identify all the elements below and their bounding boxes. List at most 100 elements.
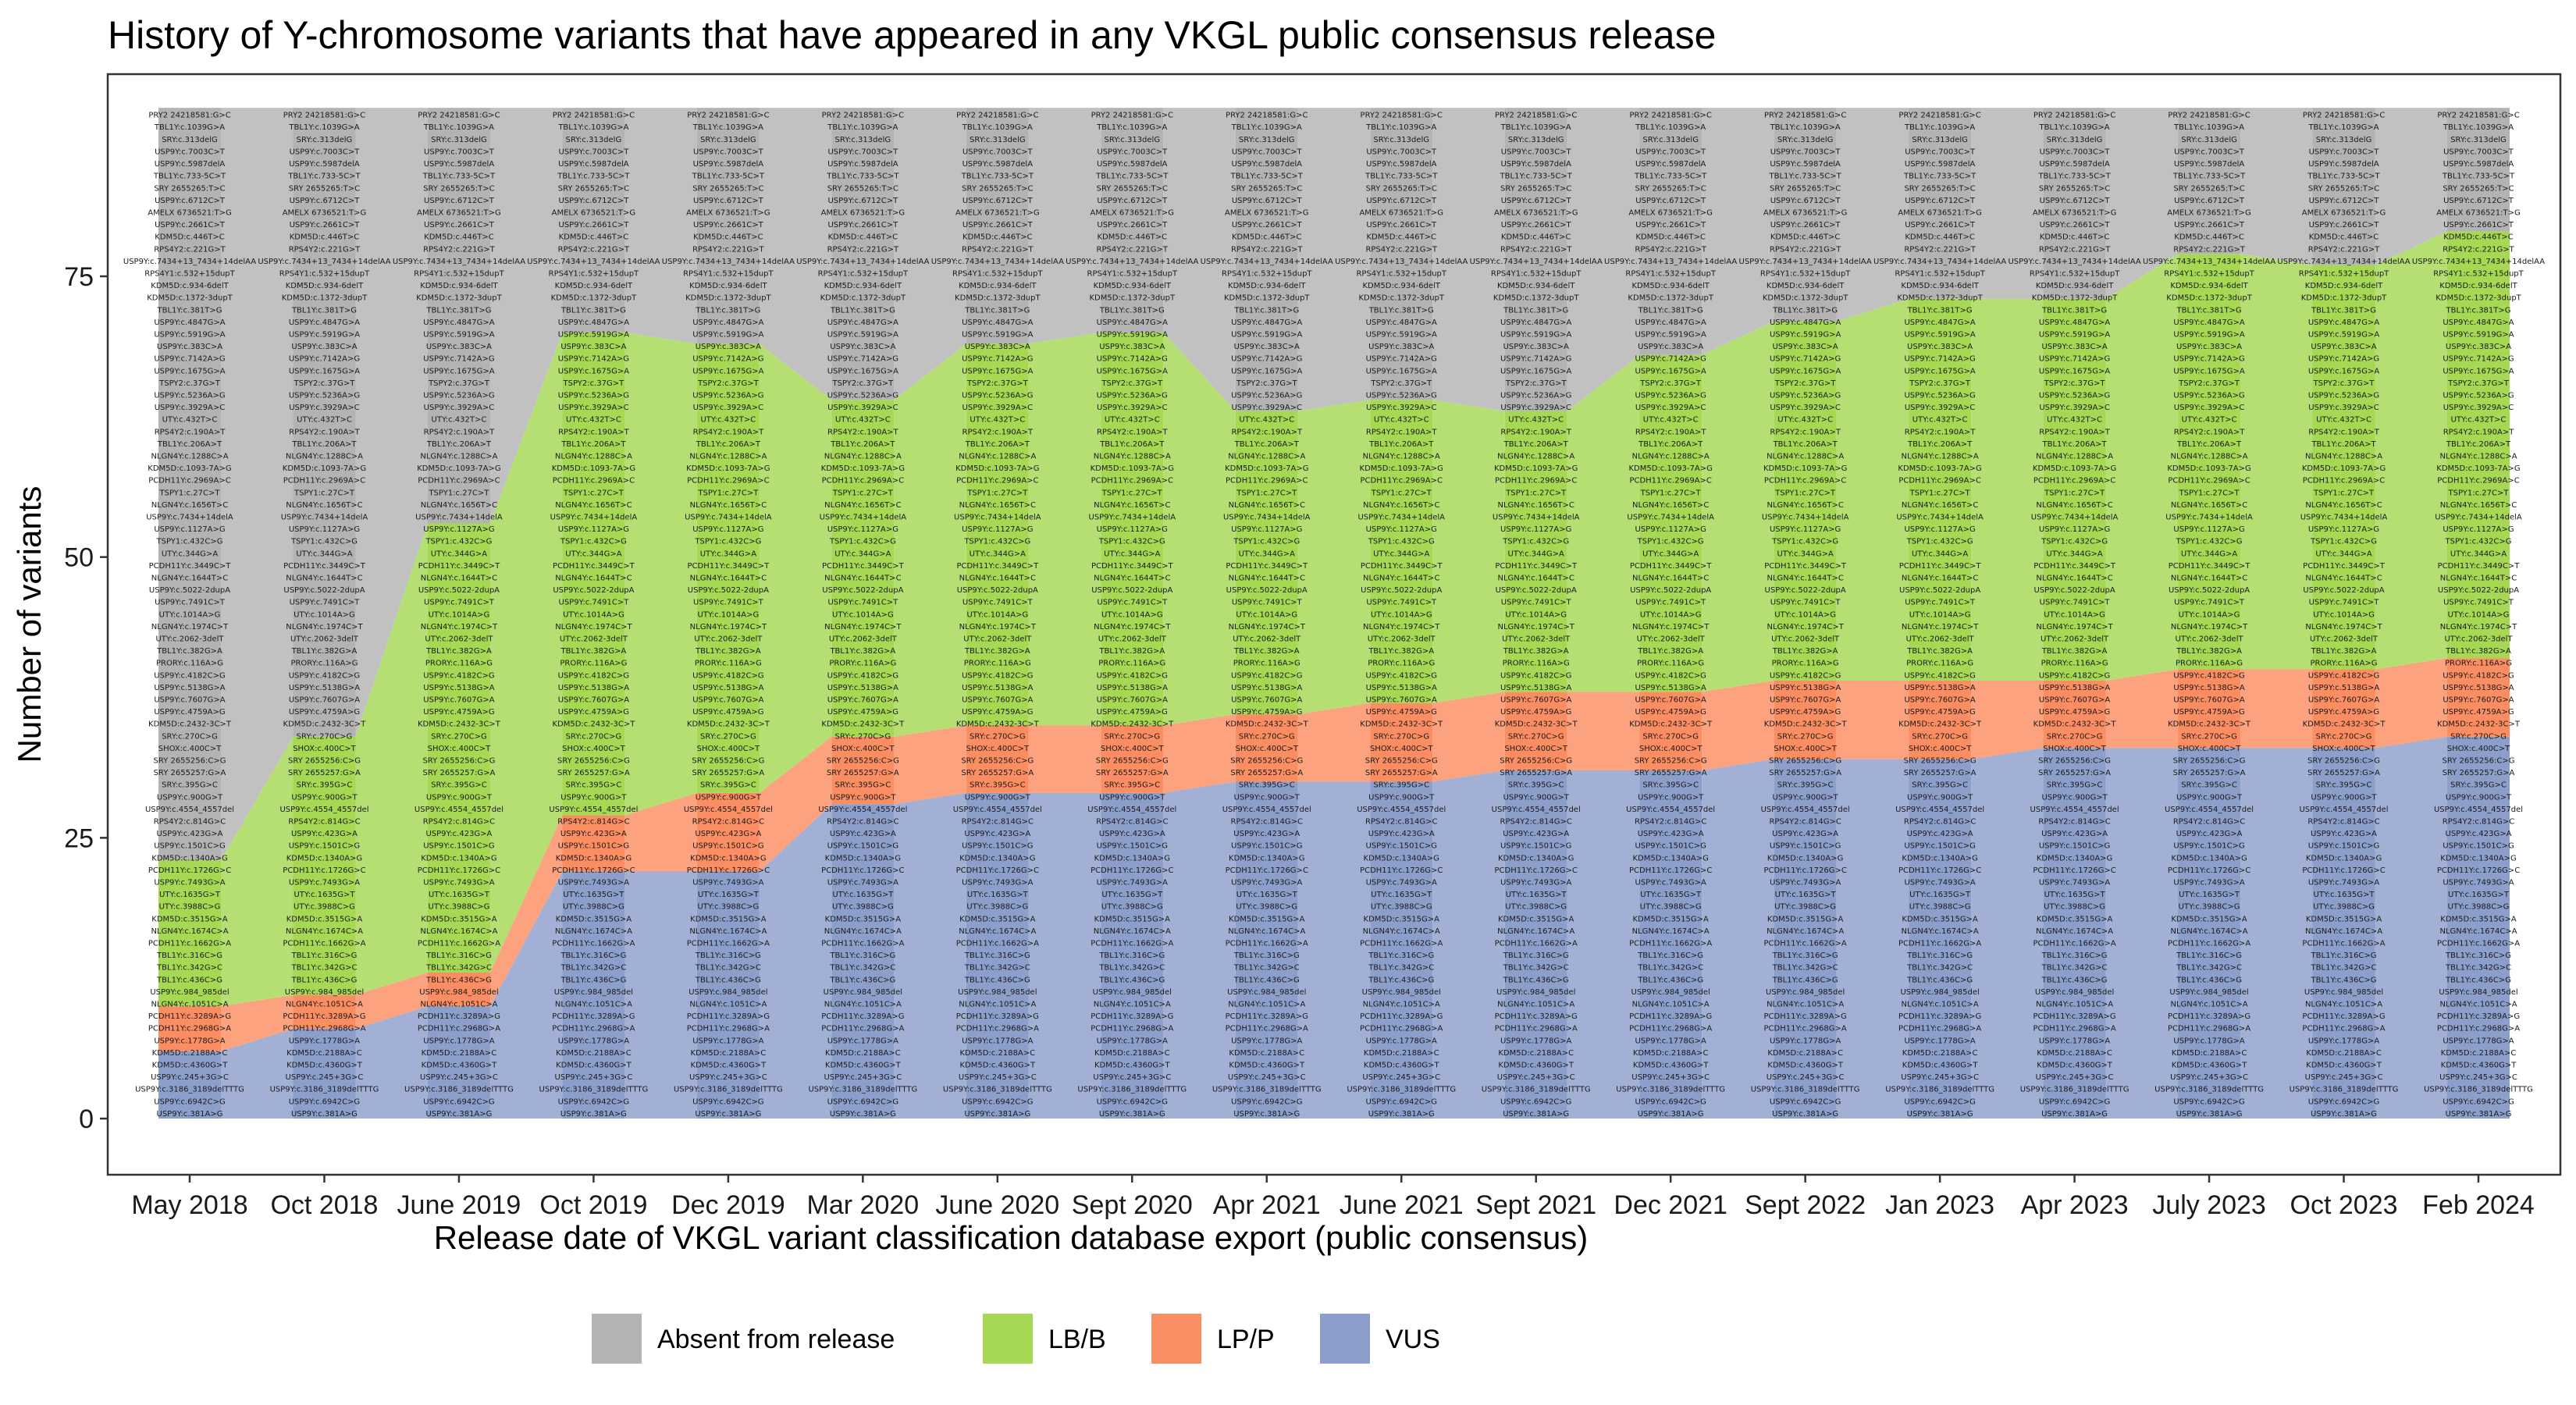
- variant-label: RPS4Y2:c.190A>T: [2039, 428, 2111, 436]
- flow-lb-b: [1163, 332, 1236, 726]
- variant-label: TBL1Y:c.316C>G: [1098, 951, 1165, 960]
- variant-label: TBL1Y:c.316C>G: [1233, 951, 1300, 960]
- variant-label: USP9Y:c.1501C>G: [2308, 842, 2379, 851]
- variant-label: USP9Y:c.6942C>G: [1635, 1097, 1706, 1106]
- variant-label: USP9Y:c.7003C>T: [2443, 148, 2514, 156]
- variant-label: USP9Y:c.383C>A: [157, 343, 222, 351]
- variant-label: SRY:c.395G>C: [2047, 781, 2103, 790]
- variant-label: TBL1Y:c.206A>T: [1368, 440, 1434, 449]
- variant-label: PRORY:c.116A>G: [425, 660, 493, 668]
- variant-label: USP9Y:c.4554_4557del: [145, 806, 234, 814]
- y-tick-label: 75: [64, 262, 94, 292]
- column-absent-from-release: [293, 108, 356, 737]
- variant-label: UTY:c.1635G>T: [294, 891, 355, 899]
- variant-label: USP9Y:c.5138G>A: [423, 684, 494, 692]
- column-vus: [831, 804, 895, 1119]
- variant-label: NLGN4Y:c.1974C>T: [690, 623, 767, 631]
- variant-label: USP9Y:c.4554_4557del: [2434, 806, 2523, 814]
- variant-label: USP9Y:c.5236A>G: [423, 391, 494, 400]
- variant-label: USP9Y:c.381A>G: [1503, 1110, 1569, 1119]
- variant-label: USP9Y:c.7003C>T: [827, 148, 898, 156]
- variant-label: KDM5D:c.2188A>C: [1767, 1049, 1843, 1058]
- variant-label: PCDH11Y:c.3449C>T: [2033, 562, 2116, 571]
- variant-label: USP9Y:c.245+3G>C: [1901, 1073, 1979, 1082]
- variant-label: TBL1Y:c.1039G>A: [2443, 123, 2514, 132]
- variant-label: USP9Y:c.5138G>A: [558, 684, 629, 692]
- variant-label: TBL1Y:c.733-5C>T: [961, 173, 1034, 181]
- variant-label: RPS4Y2:c.190A>T: [1635, 428, 1707, 436]
- variant-label: KDM5D:c.934-6delT: [824, 282, 902, 290]
- variant-label: KDM5D:c.2432-3C>T: [1091, 720, 1174, 729]
- variant-label: USP9Y:c.1501C>G: [962, 842, 1033, 851]
- variant-label: USP9Y:c.1127A>G: [1904, 525, 1975, 534]
- variant-label: TBL1Y:c.733-5C>T: [1095, 173, 1169, 181]
- variant-label: SRY 2655256:C>G: [827, 757, 899, 766]
- variant-label: USP9Y:c.5919G>A: [827, 330, 898, 339]
- variant-label: TBL1Y:c.382G>A: [695, 647, 761, 656]
- variant-label: USP9Y:c.6942C>G: [2039, 1097, 2110, 1106]
- variant-label: USP9Y:c.900G>T: [2311, 793, 2377, 802]
- variant-label: RPS4Y2:c.190A>T: [1366, 428, 1438, 436]
- variant-label: TBL1Y:c.342G>C: [695, 964, 761, 973]
- variant-label: USP9Y:c.7607G>A: [1635, 696, 1706, 705]
- variant-label: KDM5D:c.446T>C: [2443, 233, 2514, 242]
- variant-label: NLGN4Y:c.1288C>A: [824, 452, 902, 461]
- variant-label: USP9Y:c.7493G>A: [827, 879, 898, 887]
- variant-label: USP9Y:c.7003C>T: [1097, 148, 1168, 156]
- variant-label: RPS4Y2:c.814G>C: [1231, 818, 1303, 827]
- x-tick-label: May 2018: [131, 1190, 247, 1220]
- variant-label: KDM5D:c.1372-3dupT: [416, 294, 502, 303]
- variant-label: RPS4Y2:c.221G>T: [2443, 245, 2514, 254]
- variant-label: TBL1Y:c.316C>G: [291, 951, 358, 960]
- variant-label: USP9Y:c.4759A>G: [2173, 708, 2244, 717]
- variant-label: KDM5D:c.3515G>A: [1767, 915, 1844, 923]
- flow-vus: [1028, 792, 1101, 1119]
- variant-label: USP9Y:c.6712C>T: [559, 197, 630, 205]
- variant-label: SHOX:c.400C>T: [562, 745, 625, 753]
- variant-label: KDM5D:c.2188A>C: [286, 1049, 362, 1058]
- variant-label: TBL1Y:c.436C>G: [2311, 976, 2377, 984]
- variant-label: USP9Y:c.5236A>G: [154, 391, 225, 400]
- variant-label: KDM5D:c.1372-3dupT: [2032, 294, 2118, 303]
- flow-absent-from-release: [355, 108, 428, 737]
- variant-label: TBL1Y:c.206A>T: [1099, 440, 1165, 449]
- variant-label: SRY 2655265:T>C: [1770, 184, 1841, 193]
- variant-label: USP9Y:c.7491C>T: [2309, 599, 2380, 607]
- variant-label: TBL1Y:c.1039G>A: [2173, 123, 2244, 132]
- variant-label: USP9Y:c.4554_4557del: [549, 806, 638, 814]
- variant-label: USP9Y:c.7434+14delA: [954, 513, 1041, 521]
- variant-label: USP9Y:c.7142A>G: [1904, 355, 1975, 364]
- variant-label: TBL1Y:c.1039G>A: [1635, 123, 1706, 132]
- variant-label: KDM5D:c.2188A>C: [1902, 1049, 1978, 1058]
- flow-vus: [2240, 748, 2313, 1119]
- column-absent-from-release: [1504, 108, 1567, 411]
- variant-label: USP9Y:c.7003C>T: [2174, 148, 2245, 156]
- variant-label: KDM5D:c.934-6delT: [2170, 282, 2248, 290]
- variant-label: USP9Y:c.4554_4557del: [1895, 806, 1984, 814]
- variant-label: USP9Y:c.5919G>A: [692, 330, 763, 339]
- variant-label: PCDH11Y:c.2968G>A: [1629, 1025, 1712, 1033]
- variant-label: USP9Y:c.5236A>G: [1500, 391, 1571, 400]
- variant-label: KDM5D:c.1093-7A>G: [1763, 464, 1847, 473]
- variant-label: NLGN4Y:c.1051C>A: [824, 1001, 902, 1009]
- variant-label: SRY 2655256:C>G: [1904, 757, 1976, 766]
- variant-label: NLGN4Y:c.1644T>C: [2440, 574, 2517, 582]
- variant-label: USP9Y:c.7493G>A: [2443, 879, 2514, 887]
- variant-label: USP9Y:c.7493G>A: [1231, 879, 1302, 887]
- variant-label: USP9Y:c.383C>A: [1234, 343, 1300, 351]
- variant-label: NLGN4Y:c.1288C>A: [1094, 452, 1171, 461]
- column-lb-b: [1370, 400, 1433, 703]
- chart-title: History of Y-chromosome variants that ha…: [108, 13, 1716, 57]
- variant-label: KDM5D:c.934-6delT: [1631, 282, 1710, 290]
- variant-label: USP9Y:c.5919G>A: [1904, 330, 1975, 339]
- variant-label: TSPY1:c.27C>T: [159, 489, 221, 497]
- variant-label: TBL1Y:c.382G>A: [1637, 647, 1703, 656]
- variant-label: PRORY:c.116A>G: [964, 660, 1031, 668]
- column-lp-p: [427, 973, 490, 1007]
- variant-label: KDM5D:c.446T>C: [2174, 233, 2244, 242]
- variant-label: NLGN4Y:c.1051C>A: [689, 1001, 767, 1009]
- variant-label: USP9Y:c.900G>T: [2446, 793, 2512, 802]
- variant-label: USP9Y:c.984_985del: [958, 988, 1037, 997]
- variant-label: USP9Y:c.7491C>T: [2040, 599, 2111, 607]
- variant-label: SRY 2655265:T>C: [154, 184, 225, 193]
